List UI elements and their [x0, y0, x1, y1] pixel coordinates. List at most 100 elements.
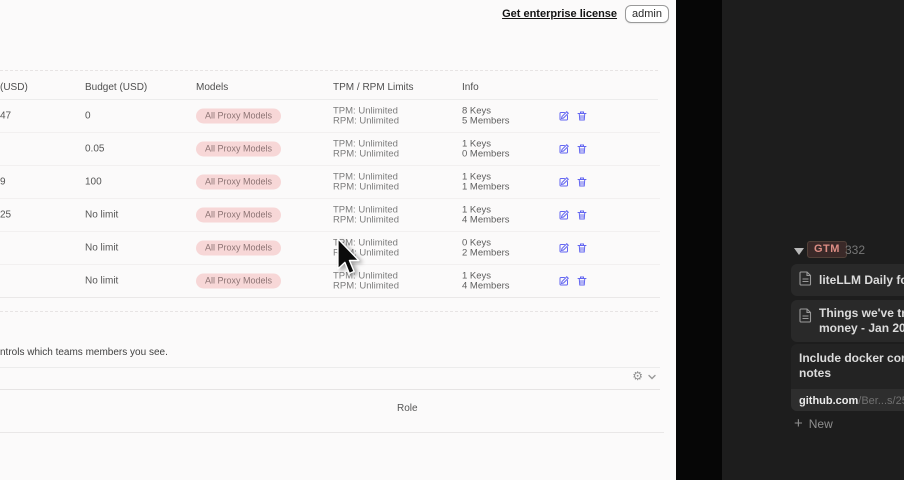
- tpm-limit: TPM: Unlimited: [333, 204, 398, 216]
- limits-cell: TPM: Unlimited RPM: Unlimited: [333, 271, 399, 291]
- row-actions: [558, 242, 588, 254]
- divider: [0, 70, 658, 71]
- board-card[interactable]: Things we've tried money - Jan 2023: [791, 300, 904, 342]
- spend-value: 25: [0, 209, 12, 221]
- rpm-limit: RPM: Unlimited: [333, 115, 399, 126]
- limits-cell: TPM: Unlimited RPM: Unlimited: [333, 138, 399, 159]
- divider: [0, 389, 660, 390]
- keys-count: 1 Keys: [462, 270, 492, 282]
- col-header-models: Models: [196, 82, 229, 93]
- board-card[interactable]: liteLLM Daily forma: [791, 264, 904, 296]
- limits-cell: TPM: Unlimited RPM: Unlimited: [333, 237, 399, 258]
- models-cell: All Proxy Models: [196, 141, 282, 157]
- edit-team-icon[interactable]: [558, 275, 570, 287]
- members-count: 4 Members: [462, 280, 510, 291]
- edit-team-icon[interactable]: [558, 176, 570, 188]
- window-gap-strip: [676, 0, 722, 480]
- admin-user-button[interactable]: admin: [625, 5, 669, 23]
- board-card[interactable]: Include docker comma notes github.com/Be…: [791, 344, 904, 411]
- tpm-limit: TPM: Unlimited: [333, 105, 398, 117]
- budget-value: No limit: [85, 209, 119, 221]
- members-count: 2 Members: [462, 247, 510, 258]
- members-count: 0 Members: [462, 148, 510, 159]
- rpm-limit: RPM: Unlimited: [333, 148, 399, 159]
- budget-value: 0: [85, 110, 91, 122]
- new-card-label: New: [808, 417, 833, 431]
- all-proxy-models-badge: All Proxy Models: [196, 108, 282, 124]
- edit-team-icon[interactable]: [558, 209, 570, 221]
- divider: [0, 311, 658, 312]
- table-row: 9 100 All Proxy Models TPM: Unlimited RP…: [0, 166, 660, 199]
- all-proxy-models-badge: All Proxy Models: [196, 207, 282, 223]
- col-header-limits: TPM / RPM Limits: [333, 82, 414, 93]
- card-title: liteLLM Daily forma: [819, 272, 904, 287]
- divider: [0, 99, 658, 100]
- limits-cell: TPM: Unlimited RPM: Unlimited: [333, 105, 399, 126]
- rpm-limit: RPM: Unlimited: [333, 181, 399, 192]
- table-row: 25 No limit All Proxy Models TPM: Unlimi…: [0, 199, 660, 232]
- chevron-down-icon[interactable]: [648, 367, 656, 385]
- group-card-count: 332: [845, 243, 866, 257]
- card-title: Things we've tried money - Jan 2023: [819, 306, 904, 336]
- limits-cell: TPM: Unlimited RPM: Unlimited: [333, 204, 399, 225]
- rpm-limit: RPM: Unlimited: [333, 280, 399, 291]
- tpm-limit: TPM: Unlimited: [333, 171, 398, 183]
- table-row: 0.05 All Proxy Models TPM: Unlimited RPM…: [0, 133, 660, 166]
- divider: [0, 367, 660, 368]
- admin-content-area: Get enterprise license admin (USD) Budge…: [0, 0, 676, 480]
- delete-team-icon[interactable]: [576, 143, 588, 155]
- document-icon: [799, 308, 812, 326]
- tpm-limit: TPM: Unlimited: [333, 138, 398, 150]
- edit-team-icon[interactable]: [558, 242, 570, 254]
- budget-value: No limit: [85, 275, 119, 287]
- rpm-limit: RPM: Unlimited: [333, 214, 399, 225]
- delete-team-icon[interactable]: [576, 110, 588, 122]
- group-collapse-triangle-icon[interactable]: [794, 248, 804, 255]
- teams-table-body: 47 0 All Proxy Models TPM: Unlimited RPM…: [0, 100, 660, 298]
- table-settings-row: ⚙: [620, 368, 656, 384]
- delete-team-icon[interactable]: [576, 242, 588, 254]
- gear-icon[interactable]: ⚙: [632, 369, 643, 383]
- keys-count: 1 Keys: [462, 204, 492, 216]
- edit-team-icon[interactable]: [558, 110, 570, 122]
- all-proxy-models-badge: All Proxy Models: [196, 273, 282, 289]
- keys-count: 1 Keys: [462, 171, 492, 183]
- card-title-line1: Include docker comma: [799, 351, 904, 365]
- col-header-info: Info: [462, 82, 479, 93]
- role-column-header: Role: [397, 403, 418, 414]
- budget-value: 100: [85, 176, 102, 188]
- models-cell: All Proxy Models: [196, 240, 282, 256]
- all-proxy-models-badge: All Proxy Models: [196, 141, 282, 157]
- col-header-budget: Budget (USD): [85, 82, 148, 93]
- keys-count: 8 Keys: [462, 105, 492, 117]
- new-card-button[interactable]: + New: [794, 415, 833, 432]
- tpm-limit: TPM: Unlimited: [333, 237, 398, 249]
- info-cell: 1 Keys 4 Members: [462, 204, 510, 225]
- plus-icon: +: [794, 415, 803, 432]
- link-domain: github.com: [799, 395, 859, 407]
- card-title-line2: notes: [799, 366, 832, 380]
- keys-count: 1 Keys: [462, 138, 492, 150]
- divider: [0, 432, 664, 433]
- edit-team-icon[interactable]: [558, 143, 570, 155]
- get-enterprise-license-link[interactable]: Get enterprise license: [502, 8, 618, 20]
- models-cell: All Proxy Models: [196, 108, 282, 124]
- card-title-line1: Things we've tried: [819, 306, 904, 320]
- delete-team-icon[interactable]: [576, 209, 588, 221]
- row-actions: [558, 110, 588, 122]
- delete-team-icon[interactable]: [576, 176, 588, 188]
- link-path: /Ber...s/2587: [858, 395, 904, 407]
- gtm-group-tag[interactable]: GTM: [807, 241, 847, 258]
- delete-team-icon[interactable]: [576, 275, 588, 287]
- info-cell: 8 Keys 5 Members: [462, 105, 510, 126]
- keys-count: 0 Keys: [462, 237, 492, 249]
- info-cell: 1 Keys 4 Members: [462, 270, 510, 291]
- info-cell: 0 Keys 2 Members: [462, 237, 510, 258]
- all-proxy-models-badge: All Proxy Models: [196, 174, 282, 190]
- table-row: No limit All Proxy Models TPM: Unlimited…: [0, 232, 660, 265]
- document-icon: [799, 271, 812, 289]
- budget-value: 0.05: [85, 143, 105, 155]
- spend-value: 47: [0, 110, 12, 122]
- info-cell: 1 Keys 1 Members: [462, 171, 510, 192]
- github-link-preview[interactable]: github.com/Ber...s/2587: [791, 389, 904, 411]
